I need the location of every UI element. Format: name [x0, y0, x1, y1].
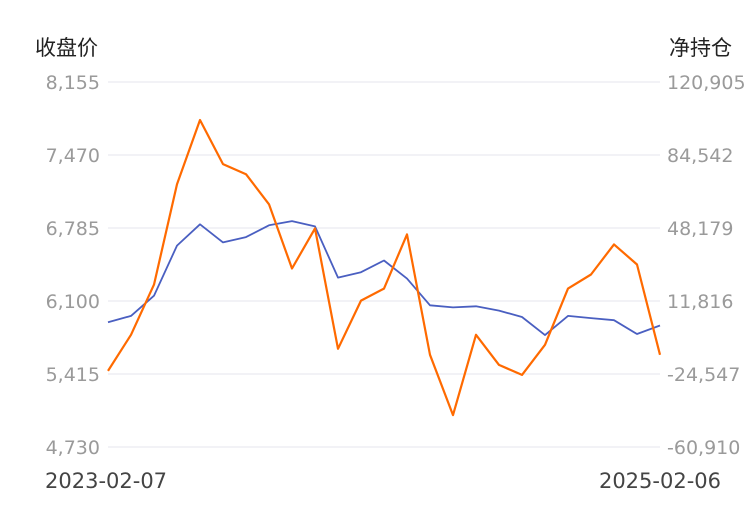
gridlines	[108, 81, 660, 448]
left-axis-ticks: 8,155 7,470 6,785 6,100 5,415 4,730	[46, 72, 100, 459]
right-axis-title: 净持仓	[669, 36, 732, 60]
x-end-date-label: 2025-02-06	[599, 469, 721, 493]
left-tick-label: 6,100	[46, 291, 100, 313]
left-tick-label: 5,415	[46, 364, 100, 386]
net-position-line	[107, 118, 662, 417]
right-tick-label: 48,179	[667, 218, 733, 240]
right-tick-label: 120,905	[667, 72, 746, 94]
closing-price-line	[107, 220, 661, 337]
right-tick-label: 84,542	[667, 145, 733, 167]
left-axis-title: 收盘价	[35, 36, 98, 60]
right-tick-label: 11,816	[667, 291, 733, 313]
left-tick-label: 4,730	[46, 437, 100, 459]
left-tick-label: 8,155	[46, 72, 100, 94]
right-axis-ticks: 120,905 84,542 48,179 11,816 -24,547 -60,910	[667, 72, 746, 459]
series-lines	[107, 118, 662, 417]
left-tick-label: 6,785	[46, 218, 100, 240]
right-tick-label: -24,547	[667, 364, 740, 386]
x-start-date-label: 2023-02-07	[45, 469, 167, 493]
left-tick-label: 7,470	[46, 145, 100, 167]
right-tick-label: -60,910	[667, 437, 740, 459]
